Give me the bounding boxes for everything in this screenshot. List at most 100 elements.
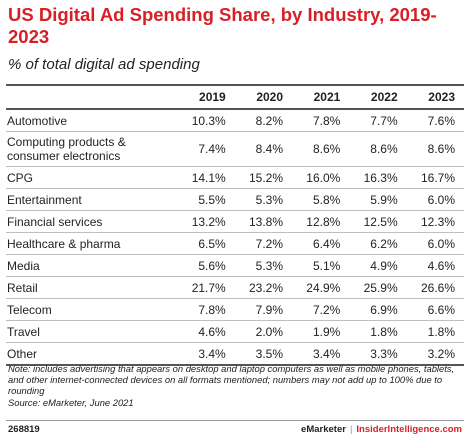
value-cell: 5.8% — [292, 188, 350, 211]
value-cell: 6.0% — [406, 232, 464, 255]
header-category-cell — [6, 84, 178, 110]
table-header-row: 2019 2020 2021 2022 2023 — [6, 84, 464, 110]
note-text: Note: includes advertising that appears … — [8, 363, 455, 397]
value-cell: 6.9% — [349, 298, 407, 321]
row-category-cell: Other — [6, 342, 178, 366]
table-row: Automotive 10.3% 8.2% 7.8% 7.7% 7.6% — [6, 109, 464, 132]
chart-id: 268819 — [8, 424, 40, 435]
table-row: Other 3.4% 3.5% 3.4% 3.3% 3.2% — [6, 342, 464, 366]
value-cell: 5.1% — [292, 254, 350, 277]
row-category-cell: Telecom — [6, 298, 178, 321]
value-cell: 4.6% — [406, 254, 464, 277]
category-label: Financial services — [7, 214, 103, 229]
value-cell: 1.8% — [349, 320, 407, 343]
value-cell: 26.6% — [406, 276, 464, 299]
value-cell: 8.6% — [406, 131, 464, 167]
value-cell: 13.8% — [234, 210, 293, 233]
source-text: Source: eMarketer, June 2021 — [8, 396, 134, 408]
value-cell: 6.6% — [406, 298, 464, 321]
category-label: CPG — [7, 170, 34, 185]
row-category-cell: Automotive — [6, 109, 178, 132]
table-row: Financial services 13.2% 13.8% 12.8% 12.5% 12… — [6, 210, 464, 233]
value-cell: 16.7% — [406, 166, 464, 189]
table-row: Retail 21.7% 23.2% 24.9% 25.9% 26.6% — [6, 276, 464, 299]
value-cell: 5.3% — [234, 254, 293, 277]
value-cell: 8.6% — [349, 131, 407, 167]
value-cell: 8.4% — [234, 131, 293, 167]
table-row: Telecom 7.8% 7.9% 7.2% 6.9% 6.6% — [6, 298, 464, 321]
value-cell: 3.4% — [292, 342, 350, 366]
category-label: Telecom — [7, 302, 52, 317]
header-year-cell: 2020 — [234, 84, 293, 110]
value-cell: 4.9% — [349, 254, 407, 277]
value-cell: 6.2% — [349, 232, 407, 255]
value-cell: 12.3% — [406, 210, 464, 233]
header-year-cell: 2021 — [292, 84, 350, 110]
footer-divider — [6, 420, 464, 421]
value-cell: 6.4% — [292, 232, 350, 255]
table-row: Computing products & consumer electronics… — [6, 131, 464, 167]
value-cell: 7.6% — [406, 109, 464, 132]
value-cell: 12.5% — [349, 210, 407, 233]
row-category-cell: Financial services — [6, 210, 178, 233]
value-cell: 5.9% — [349, 188, 407, 211]
row-category-cell: Travel — [6, 320, 178, 343]
value-cell: 7.4% — [177, 131, 235, 167]
value-cell: 16.0% — [292, 166, 350, 189]
row-category-cell: Entertainment — [6, 188, 178, 211]
table-row: Entertainment 5.5% 5.3% 5.8% 5.9% 6.0% — [6, 188, 464, 211]
category-label: Other — [7, 346, 38, 361]
table-body: Automotive 10.3% 8.2% 7.8% 7.7% 7.6% Computing… — [6, 109, 464, 366]
brand-emarketer: eMarketer — [301, 424, 346, 435]
header-year-cell: 2023 — [406, 84, 464, 110]
value-cell: 14.1% — [177, 166, 235, 189]
value-cell: 25.9% — [349, 276, 407, 299]
data-table-container: 2019 2020 2021 2022 2023 Automotive 10.3% 8.2%… — [6, 84, 464, 366]
chart-notes: Note: includes advertising that appears … — [8, 363, 464, 408]
row-category-cell: Healthcare & pharma — [6, 232, 178, 255]
value-cell: 7.7% — [349, 109, 407, 132]
value-cell: 10.3% — [177, 109, 235, 132]
value-cell: 7.2% — [292, 298, 350, 321]
value-cell: 7.9% — [234, 298, 293, 321]
value-cell: 23.2% — [234, 276, 293, 299]
value-cell: 7.8% — [292, 109, 350, 132]
value-cell: 2.0% — [234, 320, 293, 343]
data-table: 2019 2020 2021 2022 2023 Automotive 10.3% 8.2%… — [6, 84, 464, 366]
category-label: Travel — [7, 324, 40, 339]
brand-insider-intelligence[interactable]: InsiderIntelligence.com — [356, 424, 462, 435]
category-label: consumer electronics — [7, 149, 121, 163]
value-cell: 4.6% — [177, 320, 235, 343]
value-cell: 5.5% — [177, 188, 235, 211]
value-cell: 16.3% — [349, 166, 407, 189]
brand-footer: eMarketer | InsiderIntelligence.com — [301, 424, 462, 435]
table-row: CPG 14.1% 15.2% 16.0% 16.3% 16.7% — [6, 166, 464, 189]
header-year-cell: 2022 — [349, 84, 407, 110]
row-category-cell: Retail — [6, 276, 178, 299]
value-cell: 3.3% — [349, 342, 407, 366]
category-label: Healthcare & pharma — [7, 236, 121, 251]
value-cell: 15.2% — [234, 166, 293, 189]
value-cell: 1.8% — [406, 320, 464, 343]
row-category-cell: Computing products & consumer electronics — [6, 131, 178, 167]
value-cell: 5.6% — [177, 254, 235, 277]
value-cell: 12.8% — [292, 210, 350, 233]
chart-subtitle: % of total digital ad spending — [8, 56, 200, 73]
category-label: Media — [7, 258, 40, 273]
value-cell: 21.7% — [177, 276, 235, 299]
row-category-cell: Media — [6, 254, 178, 277]
value-cell: 5.3% — [234, 188, 293, 211]
brand-separator: | — [349, 424, 353, 435]
value-cell: 6.5% — [177, 232, 235, 255]
value-cell: 7.8% — [177, 298, 235, 321]
table-row: Media 5.6% 5.3% 5.1% 4.9% 4.6% — [6, 254, 464, 277]
table-row: Travel 4.6% 2.0% 1.9% 1.8% 1.8% — [6, 320, 464, 343]
value-cell: 8.2% — [234, 109, 293, 132]
value-cell: 13.2% — [177, 210, 235, 233]
value-cell: 7.2% — [234, 232, 293, 255]
value-cell: 6.0% — [406, 188, 464, 211]
value-cell: 3.4% — [177, 342, 235, 366]
category-label: Automotive — [7, 113, 68, 128]
category-label: Computing products & — [7, 135, 126, 149]
row-category-cell: CPG — [6, 166, 178, 189]
